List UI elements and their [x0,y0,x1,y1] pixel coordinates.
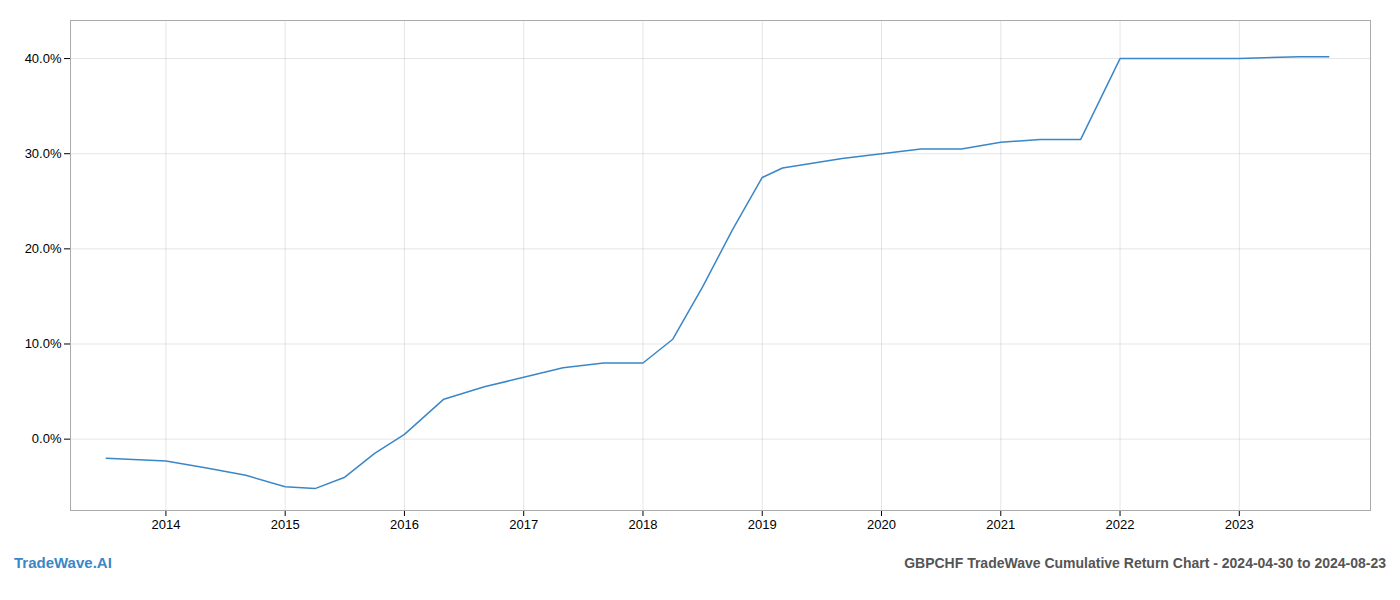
svg-text:2022: 2022 [1106,517,1135,532]
svg-text:30.0%: 30.0% [25,146,62,161]
svg-text:40.0%: 40.0% [25,51,62,66]
svg-text:20.0%: 20.0% [25,241,62,256]
svg-text:0.0%: 0.0% [32,431,62,446]
svg-text:2016: 2016 [390,517,419,532]
svg-text:2019: 2019 [748,517,777,532]
svg-text:2018: 2018 [629,517,658,532]
svg-text:2014: 2014 [151,517,180,532]
svg-text:10.0%: 10.0% [25,336,62,351]
svg-text:2015: 2015 [271,517,300,532]
svg-text:2021: 2021 [986,517,1015,532]
svg-text:2023: 2023 [1225,517,1254,532]
html-text:GBPCHF TradeWave Cumulative Re: GBPCHF TradeWave Cumulative Return Chart… [904,555,1386,571]
html-text:TradeWave.AI: TradeWave.AI [14,554,112,571]
svg-text:2020: 2020 [867,517,896,532]
svg-text:2017: 2017 [509,517,538,532]
